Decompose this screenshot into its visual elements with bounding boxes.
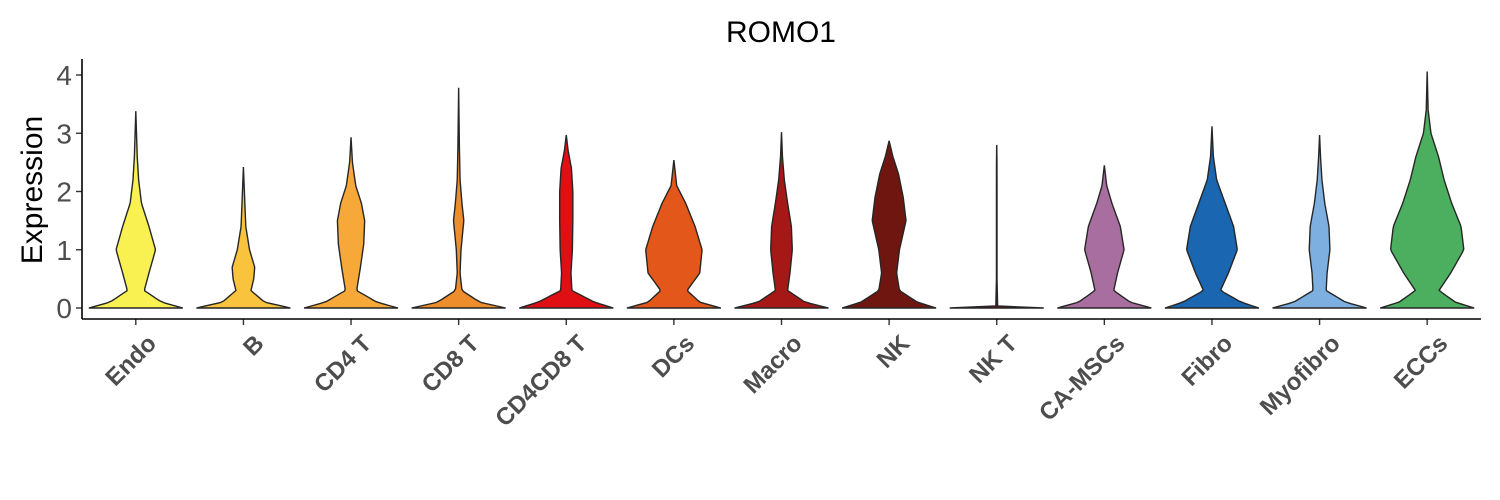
- violin-cd8-t: [411, 87, 506, 309]
- violin-macro: [734, 132, 829, 309]
- y-axis-label: Expression: [16, 116, 49, 264]
- violin-nk-t: [949, 144, 1044, 309]
- violin-fibro: [1164, 126, 1260, 309]
- violin-myofibro: [1272, 134, 1367, 309]
- x-tick-label-endo: Endo: [100, 330, 162, 392]
- x-tick-label-cd4-t: CD4 T: [309, 330, 377, 398]
- x-tick-label-nk-t: NK T: [964, 330, 1023, 389]
- y-axis: 0 1 2 3 4: [56, 60, 82, 324]
- x-tick-label-macro: Macro: [739, 330, 808, 399]
- x-tick-label-cd4cd8-t: CD4CD8 T: [490, 330, 592, 432]
- violins-layer: [88, 71, 1475, 309]
- violin-nk: [841, 140, 937, 309]
- x-tick-label-myofibro: Myofibro: [1255, 330, 1346, 421]
- y-tick-label: 4: [56, 60, 72, 91]
- violin-eccs: [1379, 71, 1475, 309]
- x-tick-label-ca-mscs: CA-MSCs: [1034, 330, 1130, 426]
- y-tick-label: 1: [56, 235, 72, 266]
- y-tick-label: 3: [56, 118, 72, 149]
- violin-dcs: [626, 159, 722, 309]
- y-tick-label: 0: [56, 293, 72, 324]
- x-tick-label-b: B: [238, 330, 269, 361]
- x-axis: Endo B CD4 T CD8 T CD4CD8 T DCs Macro NK NK T CA-…: [100, 319, 1453, 432]
- x-tick-label-nk: NK: [872, 330, 916, 374]
- violin-ca-mscs: [1057, 165, 1152, 309]
- x-tick-label-eccs: ECCs: [1389, 330, 1453, 394]
- chart-title: ROMO1: [726, 16, 836, 49]
- y-tick-label: 2: [56, 177, 72, 208]
- x-tick-label-cd8-t: CD8 T: [417, 330, 485, 398]
- x-tick-label-fibro: Fibro: [1177, 330, 1239, 392]
- x-tick-label-dcs: DCs: [647, 330, 700, 383]
- violin-endo: [88, 111, 183, 309]
- violin-b: [196, 167, 291, 309]
- violin-cd4-t: [303, 137, 399, 309]
- violin-cd4cd8-t: [519, 134, 614, 309]
